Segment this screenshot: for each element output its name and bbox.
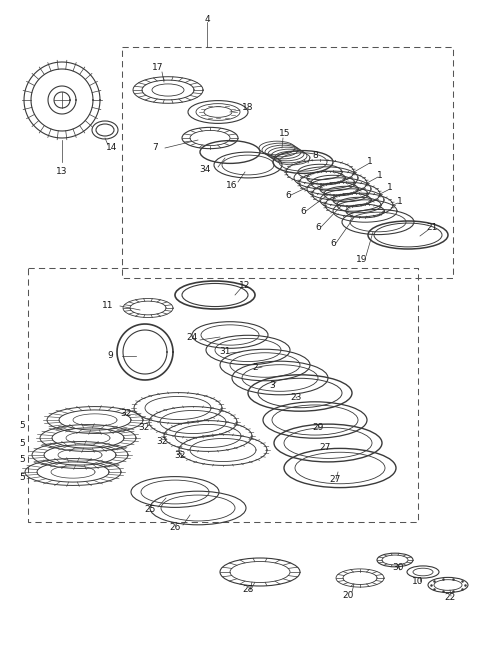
Text: 30: 30	[392, 564, 404, 573]
Text: 25: 25	[144, 506, 156, 514]
Text: 5: 5	[19, 438, 25, 447]
Text: 21: 21	[426, 224, 438, 232]
Text: 15: 15	[279, 129, 291, 138]
Text: 14: 14	[106, 144, 118, 152]
Text: 34: 34	[199, 165, 211, 174]
Text: 7: 7	[152, 144, 158, 152]
Text: 6: 6	[330, 239, 336, 249]
Text: 32: 32	[174, 451, 186, 459]
Text: 9: 9	[107, 350, 113, 359]
Text: 1: 1	[397, 197, 403, 205]
Text: 32: 32	[120, 409, 132, 417]
Text: 26: 26	[169, 523, 180, 533]
Text: 1: 1	[377, 171, 383, 180]
Text: 28: 28	[242, 586, 254, 594]
Text: 17: 17	[152, 64, 164, 73]
Text: 5: 5	[19, 455, 25, 464]
Text: 2: 2	[252, 363, 258, 373]
Text: 19: 19	[356, 255, 368, 264]
Text: 6: 6	[315, 224, 321, 232]
Text: 11: 11	[102, 300, 114, 310]
Text: 18: 18	[242, 104, 254, 112]
Text: 5: 5	[19, 472, 25, 482]
Text: 6: 6	[285, 192, 291, 201]
Text: 10: 10	[412, 577, 424, 586]
Text: 32: 32	[156, 436, 168, 445]
Text: 4: 4	[204, 16, 210, 24]
Text: 13: 13	[56, 167, 68, 176]
Text: 1: 1	[387, 184, 393, 192]
Text: 12: 12	[240, 281, 251, 289]
Text: 27: 27	[329, 476, 341, 485]
Text: 27: 27	[319, 443, 331, 453]
Text: 23: 23	[290, 394, 302, 403]
Text: 20: 20	[342, 590, 354, 600]
Text: 5: 5	[19, 420, 25, 430]
Text: 16: 16	[226, 180, 238, 190]
Text: 1: 1	[367, 157, 373, 167]
Text: 31: 31	[219, 348, 231, 356]
Text: 3: 3	[269, 380, 275, 390]
Text: 24: 24	[186, 333, 198, 342]
Text: 6: 6	[300, 207, 306, 216]
Text: 22: 22	[444, 594, 456, 602]
Text: 29: 29	[312, 424, 324, 432]
Text: 32: 32	[138, 422, 150, 432]
Text: 8: 8	[312, 150, 318, 159]
